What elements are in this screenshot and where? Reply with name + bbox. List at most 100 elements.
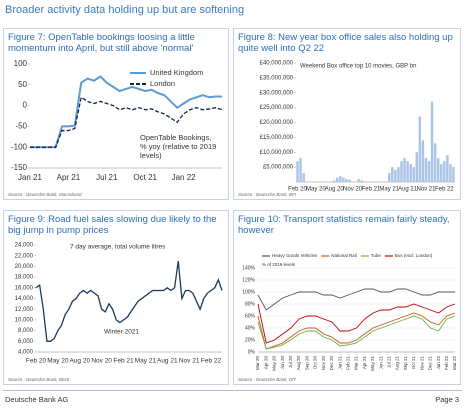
bar bbox=[394, 170, 397, 182]
bar bbox=[424, 158, 428, 182]
annotation: levels) bbox=[140, 151, 162, 160]
y-tick-label: £20,000,000 bbox=[260, 120, 294, 126]
page-number: Page 3 bbox=[435, 395, 459, 404]
y-tick-label: 20,000 bbox=[15, 264, 34, 270]
x-tick-label: May 20 bbox=[47, 358, 69, 365]
annotation: % of 2019 levels bbox=[262, 262, 296, 267]
y-tick-label: 24,000 bbox=[15, 243, 34, 249]
panel: Figure 9: Road fuel sales slowing due li… bbox=[3, 210, 229, 385]
bar bbox=[397, 167, 400, 182]
legend-label: Tube bbox=[371, 253, 382, 258]
bar bbox=[400, 161, 403, 182]
x-tick-label: Sep 21 bbox=[403, 356, 408, 371]
y-tick-label: -150 bbox=[11, 163, 28, 172]
y-tick-label: £40,000,000 bbox=[260, 61, 294, 67]
y-tick-label: 50 bbox=[18, 80, 27, 89]
bar bbox=[449, 164, 452, 182]
y-tick-label: 140% bbox=[242, 265, 255, 271]
bar bbox=[430, 101, 434, 182]
legend-label: United Kingdom bbox=[150, 68, 203, 77]
line bbox=[30, 75, 222, 149]
x-tick-label: Oct 21 bbox=[133, 173, 157, 182]
annotation: OpenTable Bookings, bbox=[140, 133, 211, 142]
annotation: 7 day average, total volume litres bbox=[70, 244, 166, 251]
x-tick-label: Aug 20 bbox=[325, 187, 345, 193]
y-tick-label: -50 bbox=[15, 122, 27, 131]
bar bbox=[443, 161, 446, 182]
source: Source : Deutsche Bank, BEIS bbox=[8, 377, 70, 382]
x-tick-label: Apr 20 bbox=[263, 356, 268, 370]
y-tick-label: 80% bbox=[245, 301, 256, 307]
bar bbox=[302, 173, 305, 182]
x-tick-label: Feb 21 bbox=[345, 356, 350, 371]
bar bbox=[332, 180, 336, 182]
y-tick-label: £5,000,000 bbox=[263, 165, 294, 171]
x-tick-label: Jan 21 bbox=[337, 356, 342, 370]
legend-label: National Rail bbox=[331, 253, 357, 258]
legend-label: Bus (excl. London) bbox=[395, 253, 433, 258]
x-tick-label: Jan 22 bbox=[172, 173, 197, 182]
panel: Figure 8: New year box office sales also… bbox=[233, 28, 461, 200]
y-tick-label: 0 bbox=[23, 101, 28, 110]
x-tick-label: Nov 21 bbox=[416, 187, 436, 193]
x-tick-label: Jul 21 bbox=[387, 356, 392, 369]
bar bbox=[412, 167, 415, 182]
bar bbox=[357, 179, 360, 182]
chart-title: Figure 8: New year box office sales also… bbox=[238, 32, 453, 54]
x-tick-label: Dec 21 bbox=[428, 356, 433, 371]
bar bbox=[339, 176, 342, 182]
x-tick-label: Mar 20 bbox=[255, 356, 260, 371]
x-tick-label: Nov 20 bbox=[343, 187, 363, 193]
y-tick-label: 20% bbox=[245, 337, 256, 343]
x-tick-label: Dec 20 bbox=[329, 356, 334, 371]
bar bbox=[409, 164, 412, 182]
x-tick-label: Feb 22 bbox=[444, 356, 449, 371]
y-tick-label: £25,000,000 bbox=[260, 105, 294, 111]
x-tick-label: Nov 21 bbox=[179, 358, 200, 365]
x-tick-label: May 20 bbox=[306, 187, 326, 193]
y-tick-label: 60% bbox=[245, 313, 256, 319]
annotation: % yoy (relative to 2019 bbox=[140, 142, 216, 151]
y-tick-label: 22,000 bbox=[15, 253, 34, 259]
bar bbox=[296, 161, 299, 182]
x-tick-label: Aug 20 bbox=[296, 356, 301, 371]
bar bbox=[433, 143, 437, 182]
x-tick-label: Feb 21 bbox=[362, 187, 381, 193]
x-tick-label: Aug 21 bbox=[395, 356, 400, 371]
bar bbox=[446, 155, 449, 182]
footer-company: Deutsche Bank AG bbox=[5, 395, 69, 404]
panel: Figure 10: Transport statistics remain f… bbox=[233, 210, 461, 385]
x-tick-label: Feb 22 bbox=[201, 358, 222, 365]
bar bbox=[345, 179, 348, 182]
page-title: Broader activity data holding up but are… bbox=[5, 4, 245, 16]
x-tick-label: Jun 20 bbox=[280, 356, 285, 370]
x-tick-label: Nov 21 bbox=[419, 356, 424, 371]
chart-title: Figure 9: Road fuel sales slowing due li… bbox=[8, 214, 217, 236]
x-tick-label: Jul 20 bbox=[288, 356, 293, 369]
footer-rule bbox=[3, 390, 462, 391]
x-tick-label: Jan 22 bbox=[436, 356, 441, 370]
chart-title: Figure 7: OpenTable bookings loosing a l… bbox=[8, 32, 195, 54]
bar bbox=[342, 177, 345, 182]
line bbox=[257, 303, 456, 344]
x-tick-label: May 21 bbox=[379, 187, 399, 193]
y-tick-label: £35,000,000 bbox=[260, 75, 294, 81]
x-tick-label: Feb 20 bbox=[288, 187, 307, 193]
y-tick-label: -100 bbox=[11, 142, 28, 151]
bar bbox=[388, 173, 391, 182]
bar bbox=[406, 161, 409, 182]
x-tick-label: Aug 21 bbox=[157, 358, 178, 365]
annotation: Weekend Box office top 10 movies, GBP bn bbox=[300, 64, 416, 70]
bar bbox=[415, 152, 419, 182]
y-tick-label: 10,000 bbox=[15, 317, 34, 323]
x-tick-label: Feb 20 bbox=[26, 358, 47, 365]
x-tick-label: Apr 21 bbox=[57, 173, 81, 182]
x-tick-label: May 21 bbox=[370, 356, 375, 371]
bar bbox=[336, 177, 339, 182]
y-tick-label: 100% bbox=[242, 289, 255, 295]
x-tick-label: Nov 20 bbox=[321, 356, 326, 371]
y-tick-label: £10,000,000 bbox=[260, 150, 294, 156]
source: Source : Deutsche Bank, DfT bbox=[238, 377, 297, 382]
annotation: Winter 2021 bbox=[104, 329, 139, 336]
y-tick-label: 120% bbox=[242, 277, 255, 283]
